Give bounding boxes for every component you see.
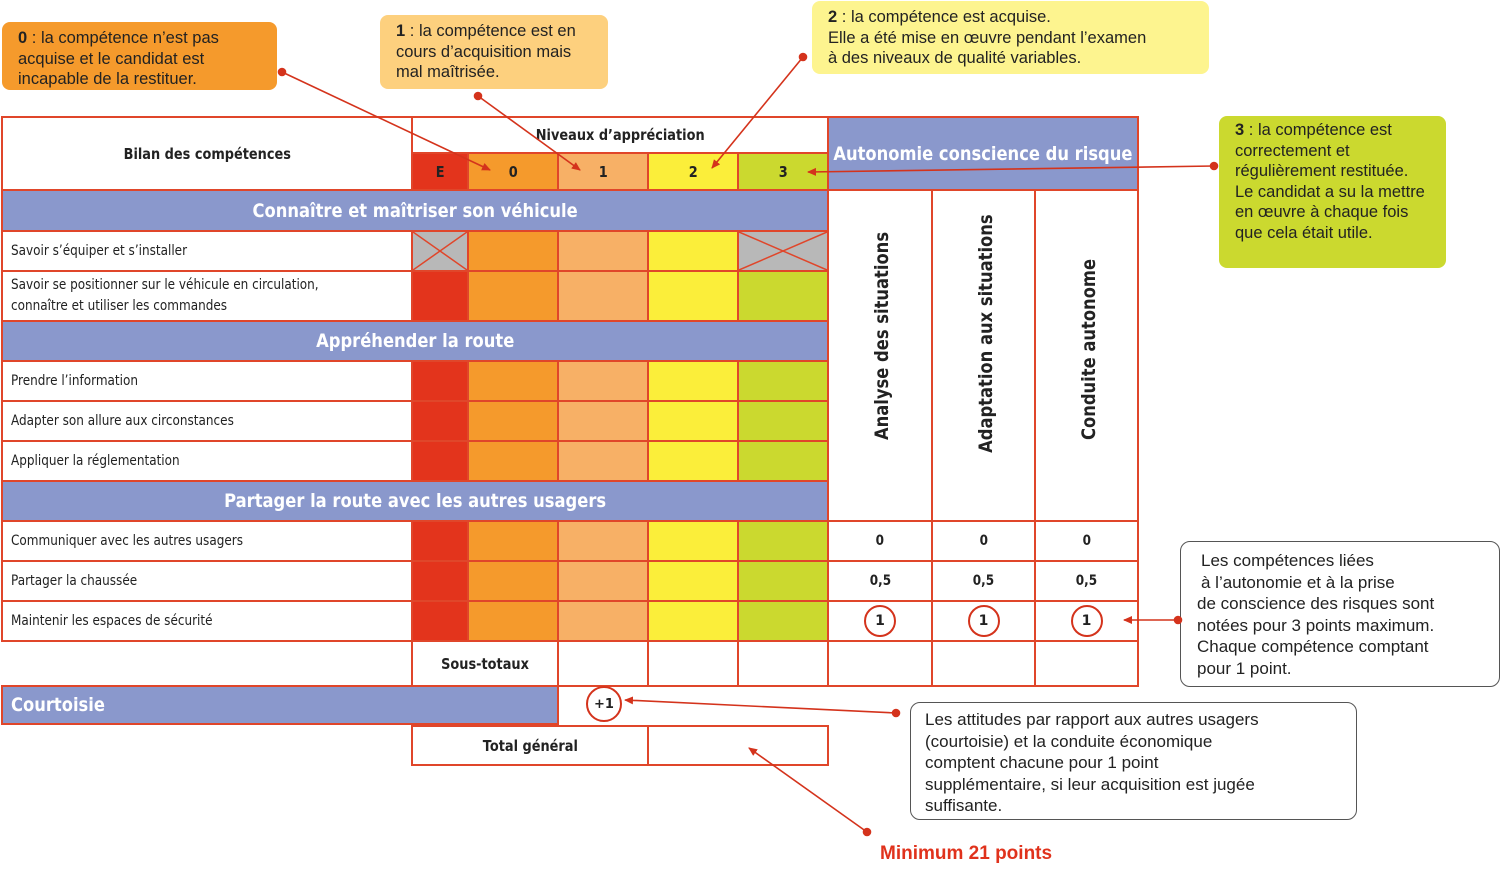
cross-icon [413,232,467,270]
level-cell-E[interactable] [411,400,469,442]
arrow-level-1 [477,95,581,171]
level-cell-3[interactable] [737,600,829,642]
circled-score: 1 [1070,605,1103,637]
circled-score: 1 [864,605,896,637]
callout-level-2: 2 : la compétence est acquise. Elle a ét… [812,1,1209,74]
arrow-level-2 [711,56,804,169]
arrow-courtoisie [624,696,897,714]
level-cell-1[interactable] [557,230,649,272]
level-2-header: 2 [647,152,739,191]
callout-level-3: 3 : la compétence est correctement et ré… [1219,116,1446,268]
level-cell-2[interactable] [647,360,739,402]
arrow-minimum [748,747,868,833]
level-cell-2[interactable] [647,440,739,482]
level-cell-1[interactable] [557,520,649,562]
note-autonomie: Les compétences liées à l’autonomie et à… [1180,541,1500,687]
section-connaitre: Connaître et maîtriser son véhicule [1,189,829,232]
section-partager: Partager la route avec les autres usager… [1,480,829,522]
level-cell-E[interactable] [411,270,469,322]
arrow-level-3 [807,165,1215,176]
crossed-cell-E [411,230,469,272]
level-cell-1[interactable] [557,270,649,322]
autonomie-header: Autonomie conscience du risque [827,116,1139,191]
note-courtoisie: Les attitudes par rapport aux autres usa… [910,702,1357,820]
total-general-value[interactable] [647,725,829,766]
level-cell-0[interactable] [467,520,559,562]
courtoisie-label: Courtoisie [1,685,559,725]
circled-score: 1 [967,605,1000,637]
sous-total-cell[interactable] [1034,640,1139,687]
minimum-points: Minimum 21 points [880,843,1053,864]
level-cell-1[interactable] [557,360,649,402]
level-cell-3[interactable] [737,520,829,562]
arrow-level-0 [281,71,491,171]
level-E-header: E [411,152,469,191]
callout-level-0: 0 : la compétence n’est pas acquise et l… [2,22,277,90]
courtoisie-bonus: +1 [586,686,622,722]
level-cell-1[interactable] [557,400,649,442]
callout-level-1: 1 : la compétence est en cours d’acquisi… [380,15,608,89]
level-cell-2[interactable] [647,400,739,442]
level-cell-1[interactable] [557,600,649,642]
cross-icon [739,232,827,270]
level-0-header: 0 [467,152,559,191]
crossed-cell-3 [737,230,829,272]
